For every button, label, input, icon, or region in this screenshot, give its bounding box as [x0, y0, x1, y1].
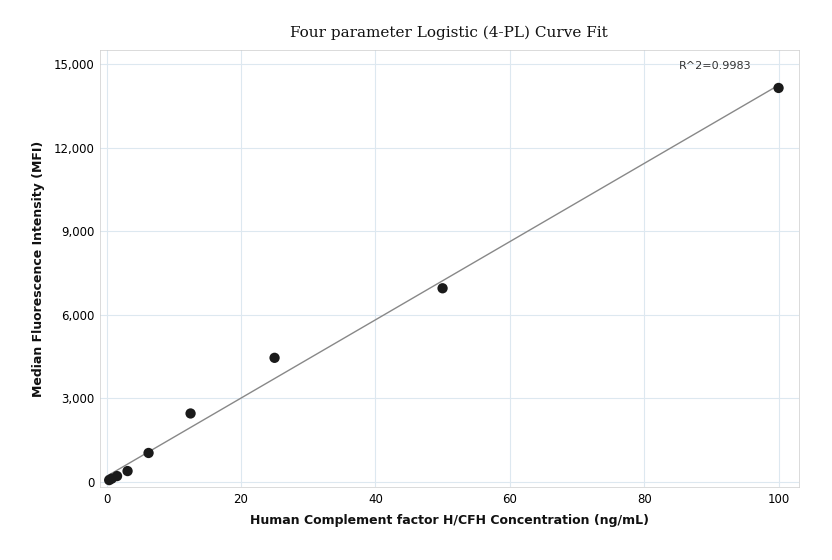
- Point: [105, 474, 118, 483]
- Point: [436, 284, 449, 293]
- Point: [772, 83, 785, 92]
- Y-axis label: Median Fluorescence Intensity (MFI): Median Fluorescence Intensity (MFI): [32, 141, 45, 397]
- Point: [121, 466, 134, 475]
- Point: [111, 472, 124, 480]
- Point: [102, 475, 116, 484]
- X-axis label: Human Complement factor H/CFH Concentration (ng/mL): Human Complement factor H/CFH Concentrat…: [250, 514, 649, 527]
- Text: R^2=0.9983: R^2=0.9983: [679, 61, 751, 71]
- Title: Four parameter Logistic (4-PL) Curve Fit: Four parameter Logistic (4-PL) Curve Fit: [290, 25, 608, 40]
- Point: [184, 409, 197, 418]
- Point: [142, 449, 156, 458]
- Point: [268, 353, 281, 362]
